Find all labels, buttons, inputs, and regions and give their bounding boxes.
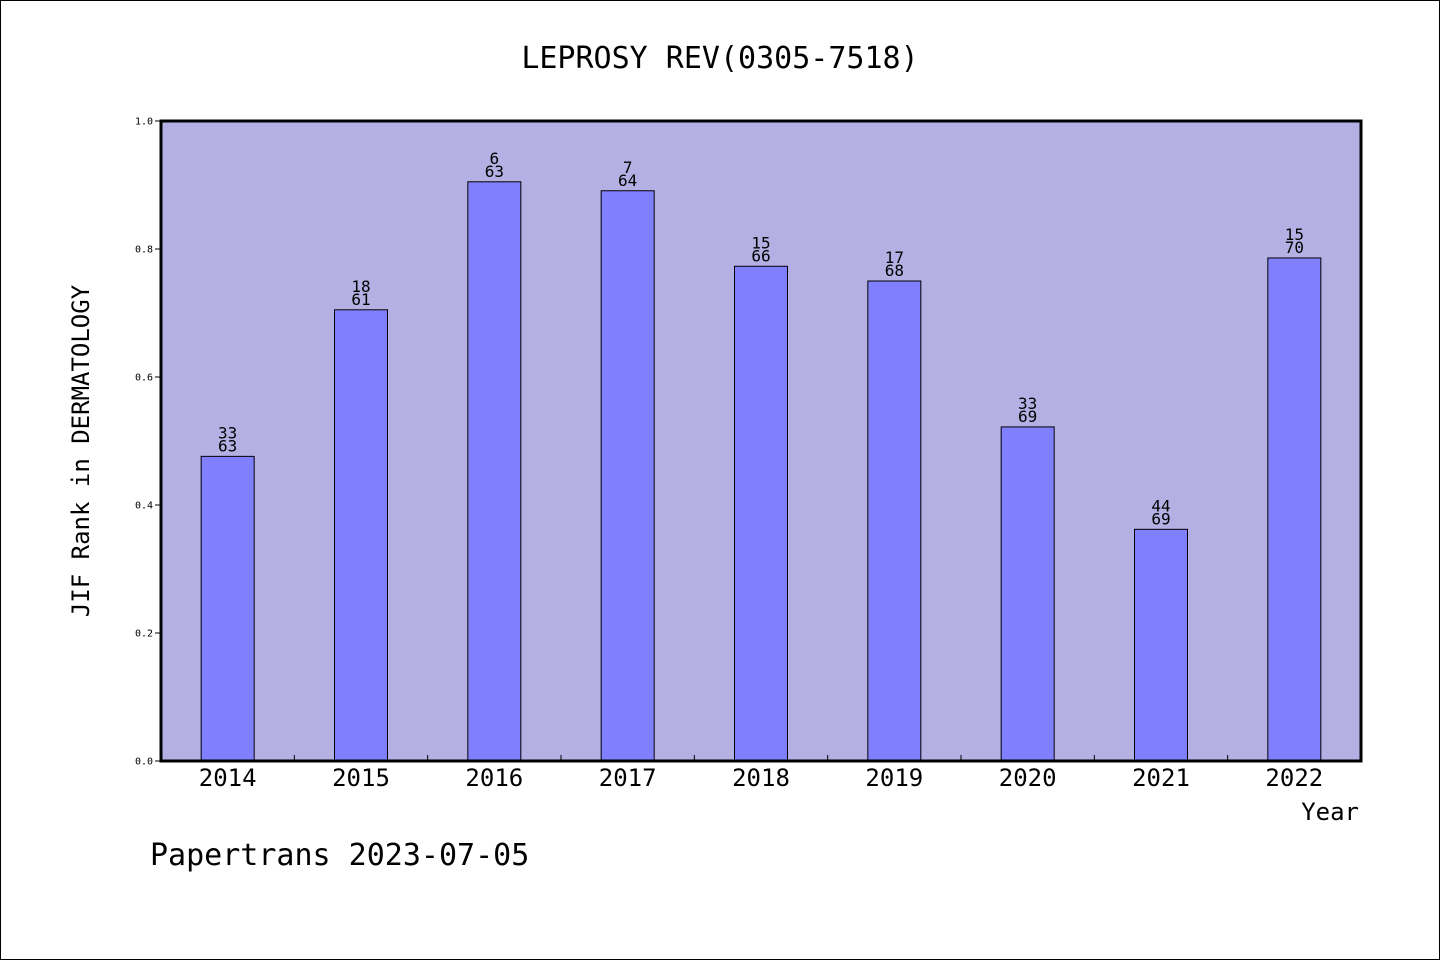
bar-rank-label: 33: [218, 423, 237, 442]
x-tick-label: 2021: [1132, 764, 1190, 792]
bar-total-label: 69: [1018, 407, 1037, 426]
bar-rank-label: 18: [351, 277, 370, 296]
bar-2019: [867, 280, 922, 762]
x-axis-title: Year: [1301, 798, 1359, 826]
chart-title: LEPROSY REV(0305-7518): [521, 41, 918, 76]
footer-credit: Papertrans 2023-07-05: [150, 838, 529, 873]
bar-total-label: 63: [218, 436, 237, 455]
bar-total-label: 61: [351, 290, 370, 309]
x-axis: 2014 2015 2016 2017 2018 2019 2020 2021 2022: [199, 755, 1323, 792]
x-tick-label: 2014: [199, 764, 257, 792]
x-tick-label: 2020: [999, 764, 1057, 792]
bar-total-label: 70: [1285, 238, 1304, 257]
bar-rank-label: 44: [1151, 496, 1170, 515]
bar-total-label: 68: [885, 261, 904, 280]
x-tick-label: 2017: [599, 764, 657, 792]
x-tick-label: 2015: [332, 764, 390, 792]
bars: [200, 181, 1322, 762]
y-axis: 0.0 0.2 0.4 0.6 0.8 1.0: [135, 117, 161, 768]
bar-rank-label: 17: [885, 248, 904, 267]
bar-2022: [1267, 257, 1322, 762]
y-tick-label: 0.0: [135, 757, 153, 768]
x-tick-label: 2016: [465, 764, 523, 792]
x-tick-label: 2018: [732, 764, 790, 792]
y-tick-label: 0.8: [135, 245, 153, 256]
x-tick-label: 2019: [865, 764, 923, 792]
bar-2018: [734, 265, 788, 762]
y-tick-label: 1.0: [135, 117, 153, 128]
x-tick-label: 2022: [1265, 764, 1323, 792]
bar-total-label: 64: [618, 171, 637, 190]
bar-rank-label: 15: [751, 233, 770, 252]
bar-2017: [600, 190, 655, 762]
bar-2016: [467, 181, 522, 762]
bar-2015: [334, 309, 388, 762]
bar-rank-label: 15: [1285, 225, 1304, 244]
bar-rank-label: 6: [490, 149, 500, 168]
bar-rank-label: 7: [623, 158, 633, 177]
y-axis-title: JIF Rank in DERMATOLOGY: [67, 284, 95, 617]
y-tick-label: 0.6: [135, 373, 153, 384]
bar-2021: [1134, 528, 1188, 762]
bar-2014: [200, 455, 255, 762]
plot-frame: [159, 119, 1363, 763]
bar-rank-label: 33: [1018, 394, 1037, 413]
bar-2020: [1000, 426, 1055, 762]
y-tick-label: 0.4: [135, 501, 153, 512]
bar-total-label: 66: [751, 246, 770, 265]
y-tick-label: 0.2: [135, 629, 153, 640]
bar-total-label: 69: [1151, 509, 1170, 528]
bar-total-label: 63: [485, 162, 504, 181]
